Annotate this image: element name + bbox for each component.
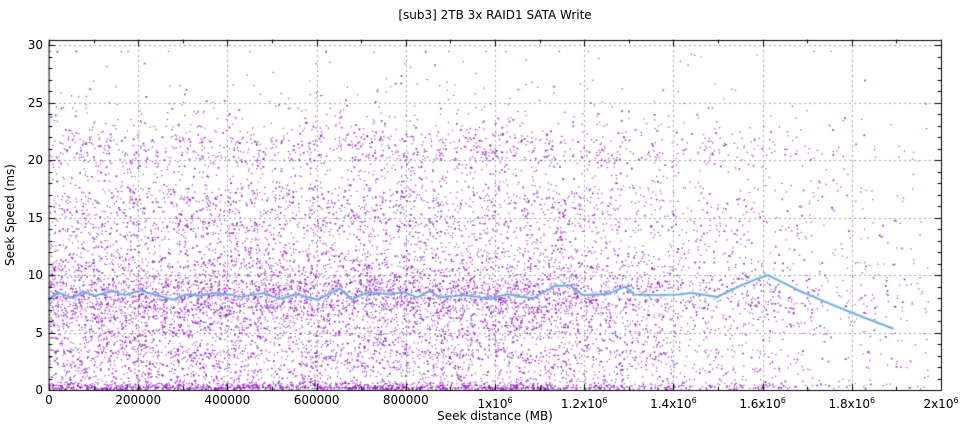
y-tick-label: 20 [27,153,43,168]
y-tick-label: 10 [27,268,43,283]
y-tick-label: 15 [27,210,43,225]
x-tick-label: 200000 [115,393,162,407]
y-tick-label: 25 [27,95,43,110]
x-tick-label: 600000 [293,393,340,407]
x-tick-label: 1x106 [477,396,513,411]
x-tick-label: 1.8x106 [828,396,876,411]
x-tick-label: 0 [45,393,53,407]
y-tick-label: 0 [35,383,43,397]
y-tick-label: 30 [27,38,43,53]
y-tick-label: 5 [35,325,43,340]
x-tick-label: 1.6x106 [739,396,786,411]
x-axis-label: Seek distance (MB) [437,409,553,423]
x-tick-label: 400000 [204,393,251,407]
x-tick-label: 2x106 [923,396,959,411]
x-tick-label: 1.2x106 [560,396,608,411]
x-tick-label: 800000 [382,393,429,407]
chart-title: [sub3] 2TB 3x RAID1 SATA Write [398,8,592,22]
x-tick-label: 1.4x106 [650,396,697,411]
